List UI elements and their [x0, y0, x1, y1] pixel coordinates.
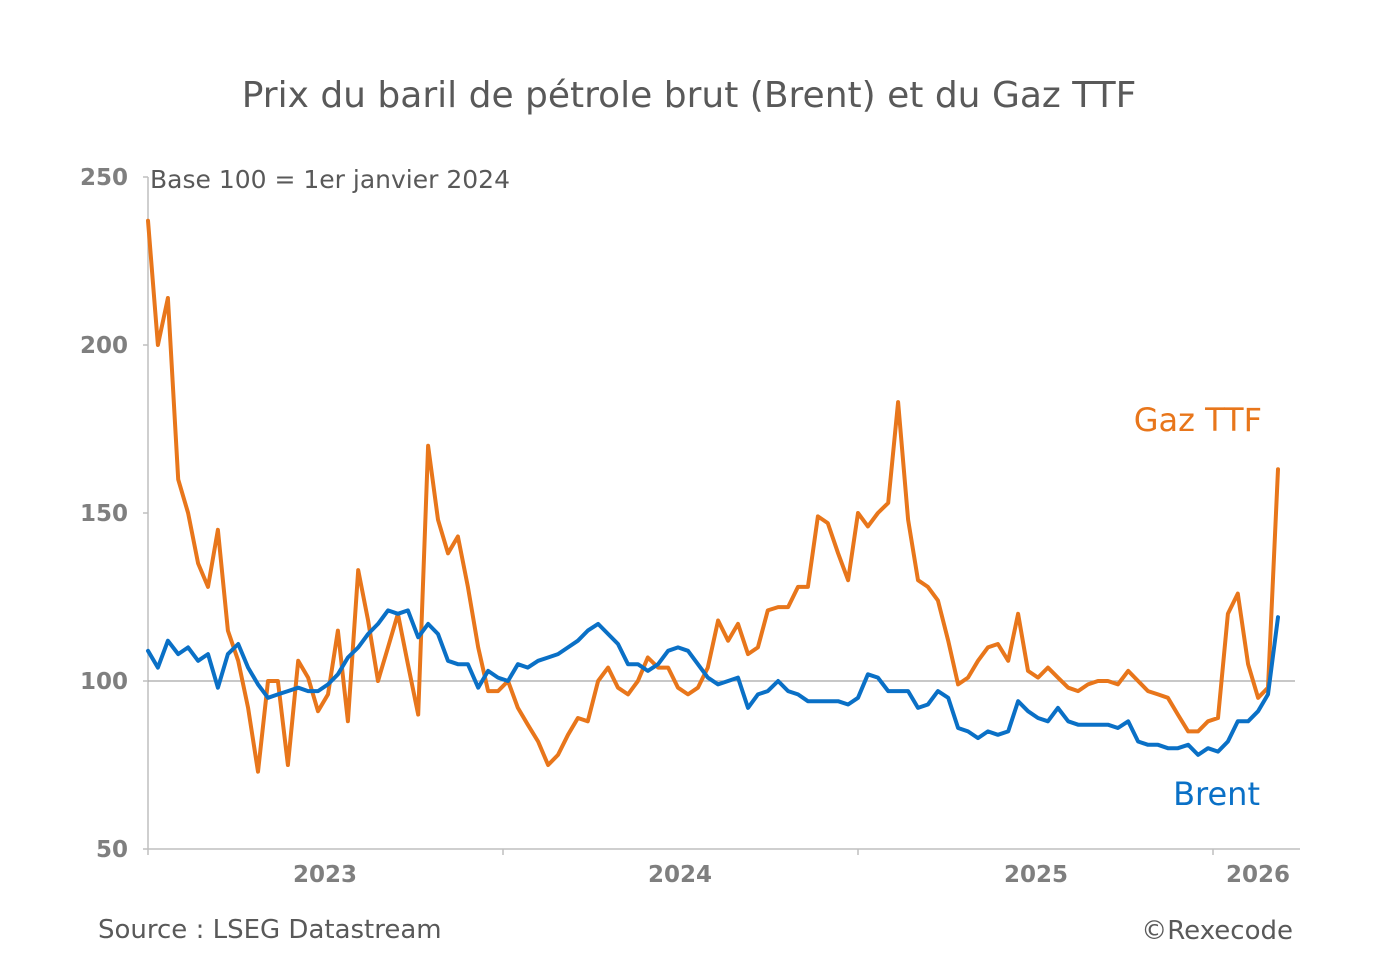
- x-tick-label: 2025: [1004, 862, 1068, 888]
- axes: [147, 177, 1300, 850]
- series-label-brent: Brent: [1173, 775, 1260, 813]
- x-tick-label: 2026: [1226, 862, 1290, 888]
- y-ticks: 50 100 150 200 250: [80, 165, 148, 863]
- y-tick-label: 100: [80, 669, 128, 695]
- copyright: ©Rexecode: [1141, 916, 1293, 946]
- source-note: Source : LSEG Datastream: [98, 915, 442, 945]
- chart-subtitle: Base 100 = 1er janvier 2024: [150, 165, 510, 194]
- y-tick-label: 50: [96, 837, 128, 863]
- series-line-brent: [146, 608, 1280, 757]
- series-lines: [146, 218, 1280, 774]
- y-tick-label: 200: [80, 333, 128, 359]
- x-tick-label: 2024: [648, 862, 712, 888]
- x-tick-label: 2023: [293, 862, 357, 888]
- series-label-gaz-ttf: Gaz TTF: [1134, 401, 1262, 439]
- x-ticks: 2023 2024 2025 2026: [147, 849, 1290, 888]
- y-tick-label: 150: [80, 501, 128, 527]
- y-tick-label: 250: [80, 165, 128, 191]
- chart-title: Prix du baril de pétrole brut (Brent) et…: [242, 75, 1137, 116]
- series-line-gaz-ttf: [146, 218, 1280, 774]
